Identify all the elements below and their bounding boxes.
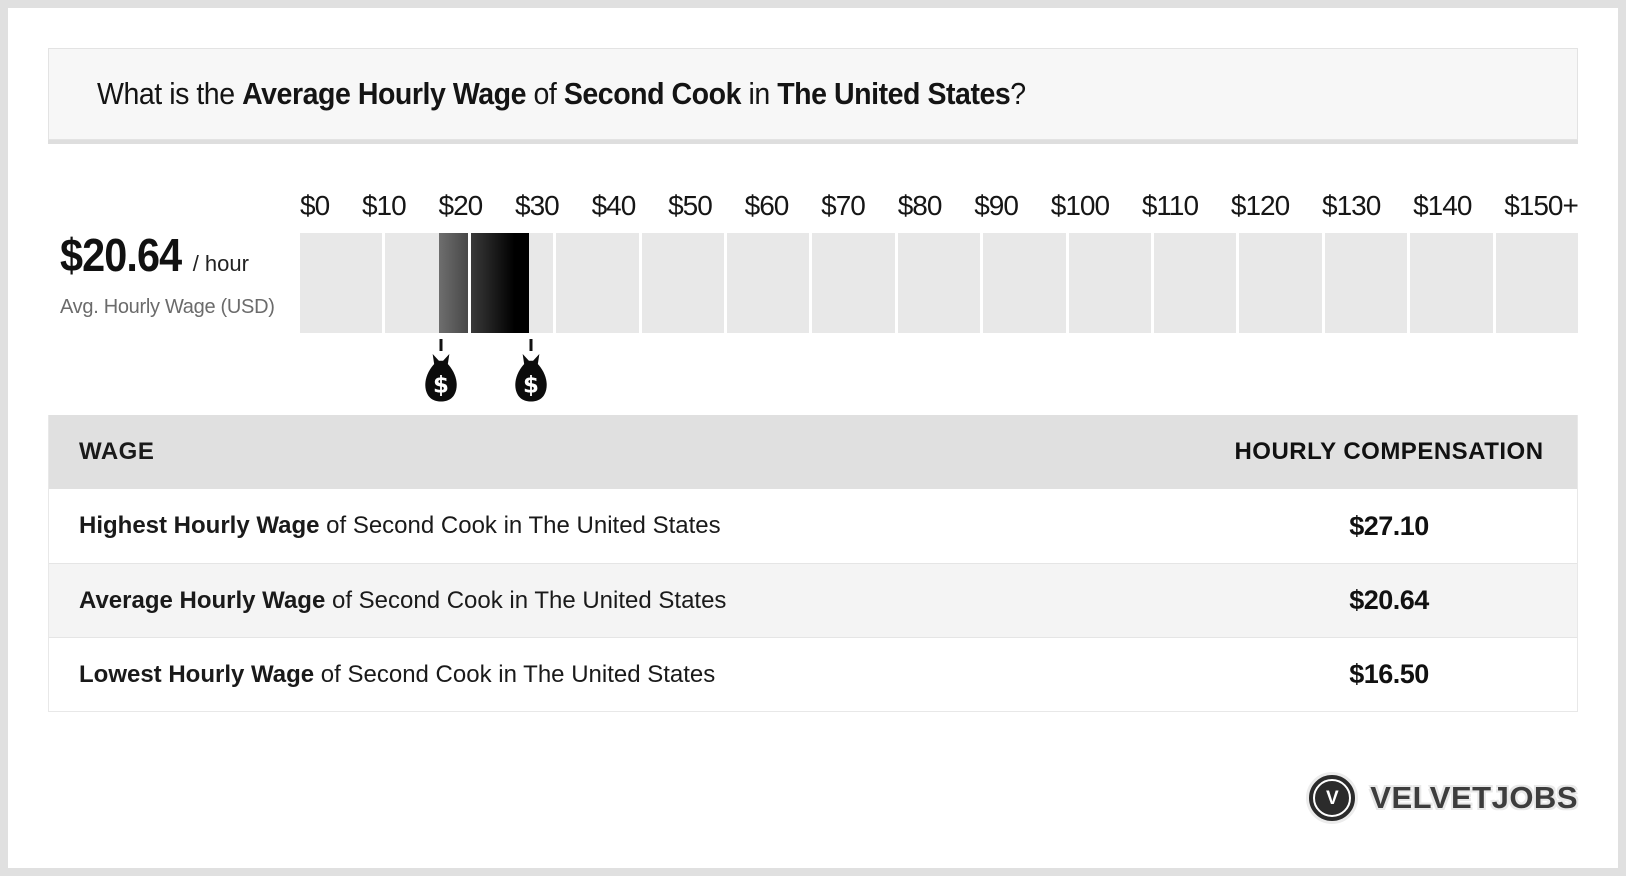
table-row: Lowest Hourly Wage of Second Cook in The…: [49, 637, 1577, 711]
money-bag-icon: $: [512, 354, 550, 402]
average-wage-panel: $20.64 / hour Avg. Hourly Wage (USD): [48, 188, 300, 400]
axis-tick-label: $70: [821, 190, 866, 221]
title-fragment: in: [741, 76, 778, 111]
bar-segment: [300, 233, 383, 333]
average-wage-value: $20.64: [60, 229, 182, 281]
wage-marker-dash: [439, 339, 443, 351]
brand-name[interactable]: VELVETJOBS: [1370, 780, 1578, 815]
wage-row-value: $20.64: [1349, 585, 1429, 615]
title-fragment: of: [526, 76, 564, 111]
velvetjobs-logo-icon[interactable]: V: [1306, 772, 1359, 824]
bar-segment: [727, 233, 810, 333]
wage-marker-dash: [529, 339, 533, 351]
table-header-row: WAGE HOURLY COMPENSATION: [49, 415, 1577, 489]
title-fragment: Second Cook: [563, 76, 742, 111]
title-fragment: What is the: [97, 76, 243, 111]
axis-tick-label: $50: [668, 190, 713, 221]
svg-text:$: $: [433, 373, 449, 399]
bar-segment: [385, 233, 468, 333]
svg-text:$: $: [523, 373, 539, 399]
axis-tick-label: $10: [361, 190, 407, 221]
axis-tick-label: $90: [974, 190, 1019, 221]
axis-tick-label: $140: [1413, 190, 1472, 221]
table-header-compensation: HOURLY COMPENSATION: [1234, 438, 1544, 465]
wage-chart: $20.64 / hour Avg. Hourly Wage (USD) $0 $…: [48, 188, 1579, 402]
wage-scale: $0 $10 $20 $30 $40 $50 $60 $70 $80 $90 $100 $110 $12…: [300, 188, 1579, 402]
axis-tick-label: $0: [300, 190, 330, 221]
footer: V VELVETJOBS: [48, 772, 1578, 824]
axis-tick-label: $80: [897, 190, 943, 221]
axis-tick-label: $130: [1322, 190, 1381, 221]
table-row: Highest Hourly Wage of Second Cook in Th…: [49, 489, 1577, 563]
bar-segment: [556, 233, 639, 333]
wage-range-bar: $ $: [300, 233, 1579, 402]
wage-range-highlight: [470, 233, 530, 333]
axis-tick-label: $60: [744, 190, 790, 221]
axis-tick-label: $150+: [1504, 190, 1579, 221]
wage-row-label: Highest Hourly Wage of Second Cook in Th…: [79, 512, 721, 539]
average-wage-unit: / hour: [192, 251, 249, 276]
title-fragment: The United States: [777, 76, 1011, 111]
header-question-box: What is the Average Hourly Wage of Secon…: [48, 48, 1578, 140]
table-body: Highest Hourly Wage of Second Cook in Th…: [49, 489, 1577, 711]
bar-segment: [641, 233, 725, 333]
bar-segment: [897, 233, 981, 333]
bar-segment: [1495, 233, 1579, 333]
title-fragment: ?: [1010, 76, 1026, 111]
wage-table: WAGE HOURLY COMPENSATION Highest Hourly …: [48, 415, 1578, 712]
axis-tick-label: $30: [515, 190, 560, 221]
axis-tick-labels: $0 $10 $20 $30 $40 $50 $60 $70 $80 $90 $100 $110 $12…: [300, 188, 1579, 222]
page-title: What is the Average Hourly Wage of Secon…: [97, 76, 1026, 112]
table-row: Average Hourly Wage of Second Cook in Th…: [49, 563, 1577, 637]
axis-tick-label: $20: [438, 190, 484, 221]
wage-row-label: Average Hourly Wage of Second Cook in Th…: [79, 586, 727, 614]
page-content: What is the Average Hourly Wage of Secon…: [8, 8, 1618, 868]
wage-row-label: Lowest Hourly Wage of Second Cook in The…: [79, 660, 716, 688]
bar-segment: [1068, 233, 1152, 333]
wage-row-value: $16.50: [1349, 659, 1429, 689]
bar-segment: [1239, 233, 1322, 333]
wage-range-highlight: [438, 233, 468, 333]
axis-tick-label: $100: [1050, 190, 1110, 221]
bar-segment: [1154, 233, 1237, 333]
wage-row-value: $27.10: [1349, 510, 1429, 541]
table-header-wage: WAGE: [79, 438, 155, 465]
title-fragment: Average Hourly Wage: [242, 76, 527, 111]
bar-segment: [983, 233, 1066, 333]
bar-segment: [812, 233, 895, 333]
bar-segment: [1410, 233, 1493, 333]
bar-segment: [470, 233, 554, 333]
bar-segment: [1324, 233, 1408, 333]
money-bag-icon: $: [422, 354, 460, 402]
axis-tick-label: $40: [591, 190, 637, 221]
axis-tick-label: $120: [1230, 190, 1290, 221]
average-wage-caption: Avg. Hourly Wage (USD): [60, 296, 275, 318]
logo-letter: V: [1325, 787, 1339, 809]
axis-tick-label: $110: [1141, 190, 1199, 221]
